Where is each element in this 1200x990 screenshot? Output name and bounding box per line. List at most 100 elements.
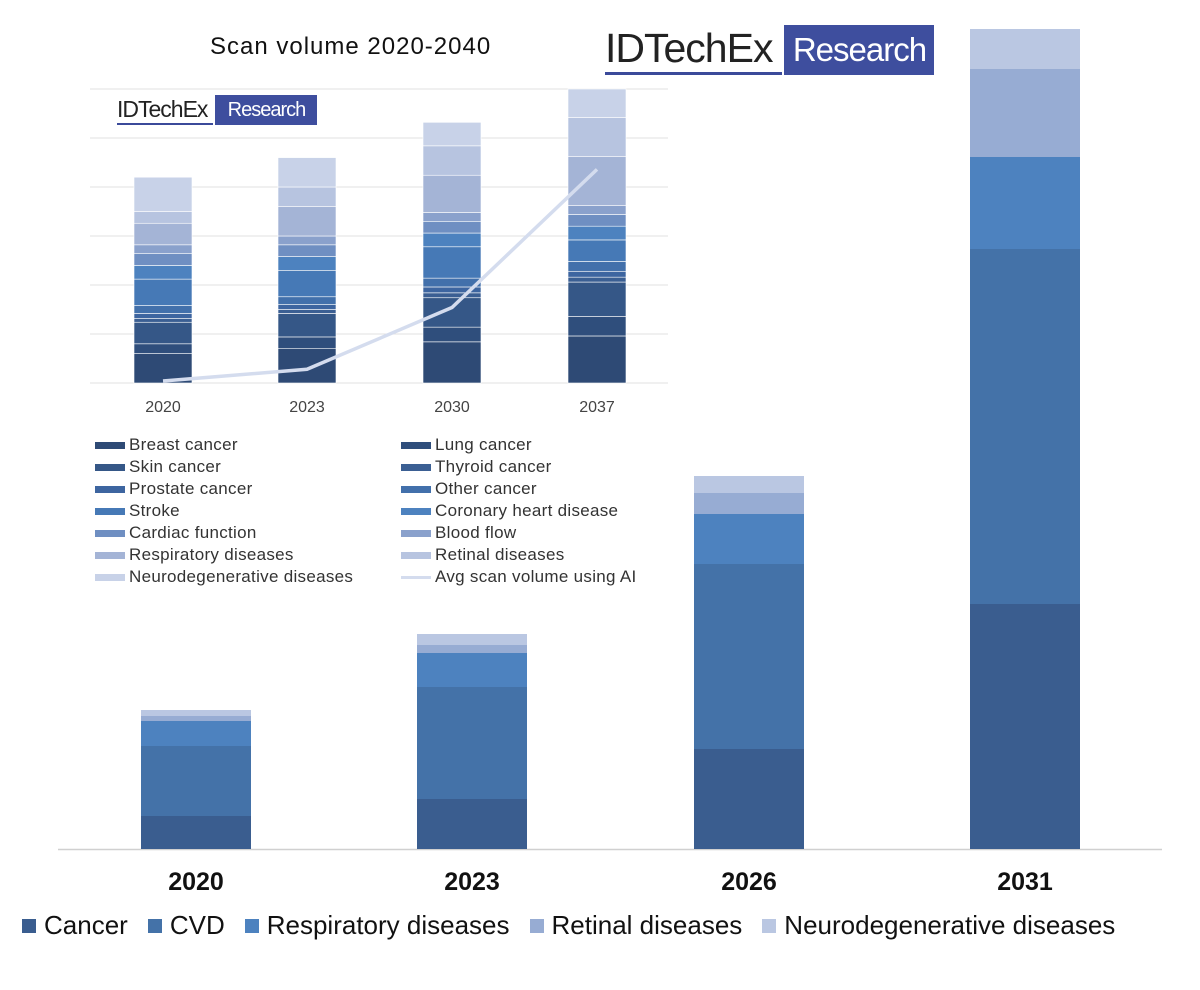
inset-bar-segment [133,222,193,246]
logo-wordmark: IDTechEx [605,25,783,75]
inset-bar-segment [133,244,193,254]
inset-bar-segment [277,206,337,237]
inset-bar-segment [422,297,482,328]
inset-bar-segment [277,296,337,305]
inset-bar-segment [567,270,627,278]
inset-legend-label: Skin cancer [129,457,222,476]
inset-bar-segment [567,261,627,272]
inset-legend-swatch [95,485,125,493]
main-bar-segment [141,746,251,816]
inset-bar-segment [277,336,337,350]
inset-bar-segment [567,156,627,206]
inset-legend-swatch [401,551,431,559]
inset-legend-swatch [401,529,431,537]
inset-legend-swatch [401,463,431,471]
inset-bar-segment [277,256,337,271]
inset-legend-label: Cardiac function [129,523,257,542]
main-bar-segment [141,710,251,716]
main-bar-segment [141,716,251,721]
inset-bar-segment [133,305,193,314]
main-bar-segment [970,69,1080,157]
main-legend-item: Neurodegenerative diseases [762,910,1115,941]
main-legend-label: Cancer [44,910,128,940]
main-bar-segment [970,157,1080,249]
inset-bar-segment [422,326,482,343]
main-legend-label: Retinal diseases [551,910,743,940]
inset-bar-segment [422,341,482,384]
inset-legend: Breast cancer Lung cancer Skin cancer Thyro… [95,435,695,586]
inset-bar-segment [422,246,482,279]
inset-bar-segment [133,211,193,224]
inset-legend-item: Respiratory diseases [95,545,401,564]
inset-legend-swatch [95,441,125,449]
main-bar-segment [694,476,804,493]
inset-legend-swatch [95,463,125,471]
inset-x-tick-label: 2030 [434,399,470,416]
main-legend-swatch [529,918,544,933]
inset-legend-label: Stroke [129,501,180,520]
inset-legend-swatch [401,575,431,579]
inset-legend-item: Avg scan volume using AI [401,567,695,586]
main-legend-item: Respiratory diseases [244,910,510,941]
inset-bar-segment [133,253,193,266]
inset-legend-label: Thyroid cancer [435,457,552,476]
inset-bar-segment [567,225,627,241]
inset-bar-segment [567,88,627,118]
inset-legend-label: Retinal diseases [435,545,565,564]
main-legend-swatch [147,918,162,933]
inset-legend-swatch [401,441,431,449]
inset-legend-item: Cardiac function [95,523,401,542]
inset-legend-item: Breast cancer [95,435,401,454]
inset-legend-swatch [95,507,125,515]
inset-legend-label: Coronary heart disease [435,501,619,520]
inset-bar-segment [277,304,337,310]
main-legend-label: CVD [169,910,225,940]
inset-x-tick-label: 2020 [145,399,181,416]
inset-legend-item: Prostate cancer [95,479,401,498]
inset-bar-segment [277,269,337,298]
inset-bar-segment [422,122,482,147]
inset-legend-item: Blood flow [401,523,695,542]
inset-bar-segment [133,265,193,280]
logo-research-box: Research [784,25,935,75]
inset-bar-segment [422,212,482,222]
logo-research-box: Research [215,95,318,125]
inset-legend-label: Other cancer [435,479,537,498]
inset-bar-segment [567,214,627,227]
inset-bar-segment [567,205,627,215]
inset-legend-swatch [95,551,125,559]
inset-legend-item: Lung cancer [401,435,695,454]
main-legend-item: CVD [147,910,225,941]
main-bar-segment [970,29,1080,69]
main-bar-segment [970,249,1080,604]
inset-bar-segment [422,221,482,234]
inset-legend-item: Retinal diseases [401,545,695,564]
inset-bar-segment [133,343,193,354]
inset-chart-title: Scan volume 2020-2040 [210,33,492,60]
main-bar-segment [141,816,251,849]
inset-legend-label: Breast cancer [129,435,238,454]
inset-bar-segment [422,292,482,299]
inset-bar-segment [422,145,482,176]
inset-bar-segment [277,244,337,257]
inset-legend-swatch [95,529,125,537]
main-bar-segment [417,653,527,687]
main-legend-swatch [244,918,259,933]
main-x-tick-label: 2026 [721,868,777,896]
main-x-tick-label: 2020 [168,868,224,896]
inset-bar-segment [133,321,193,345]
inset-bar-segment [567,276,627,283]
inset-bar-segment [567,239,627,262]
inset-bar-segment [277,157,337,188]
inset-legend-item: Other cancer [401,479,695,498]
inset-bar-segment [567,335,627,384]
main-bar-segment [970,604,1080,849]
main-bar-segment [694,749,804,849]
inset-bar-segment [567,316,627,337]
main-legend-swatch [762,918,777,933]
inset-bar-segment [422,232,482,248]
inset-legend-item: Thyroid cancer [401,457,695,476]
inset-bar-segment [133,278,193,306]
inset-bar-segment [133,176,193,212]
inset-legend-item: Coronary heart disease [401,501,695,520]
